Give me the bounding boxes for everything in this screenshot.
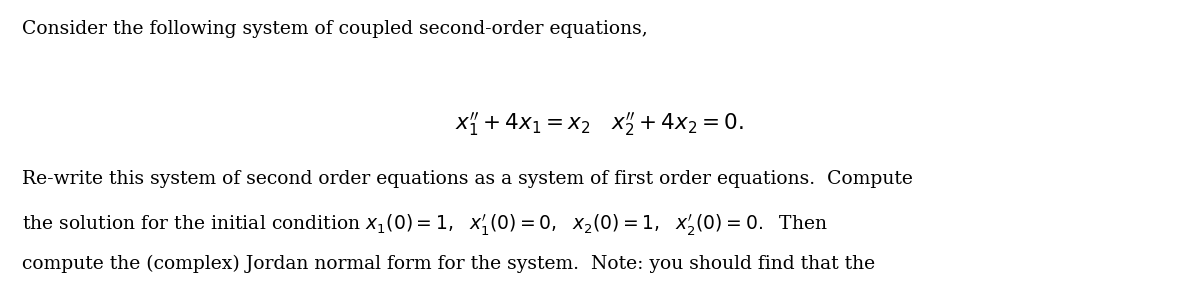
Text: Consider the following system of coupled second-order equations,: Consider the following system of coupled… — [22, 20, 647, 38]
Text: $x_1'' + 4x_1 = x_2 \quad x_2'' + 4x_2 = 0.$: $x_1'' + 4x_1 = x_2 \quad x_2'' + 4x_2 =… — [456, 111, 744, 138]
Text: the solution for the initial condition $x_1(0) = 1,\ \ x_1'(0) = 0,\ \ x_2(0) = : the solution for the initial condition $… — [22, 212, 828, 238]
Text: compute the (complex) Jordan normal form for the system.  Note: you should find : compute the (complex) Jordan normal form… — [22, 255, 875, 273]
Text: Re-write this system of second order equations as a system of first order equati: Re-write this system of second order equ… — [22, 170, 912, 188]
